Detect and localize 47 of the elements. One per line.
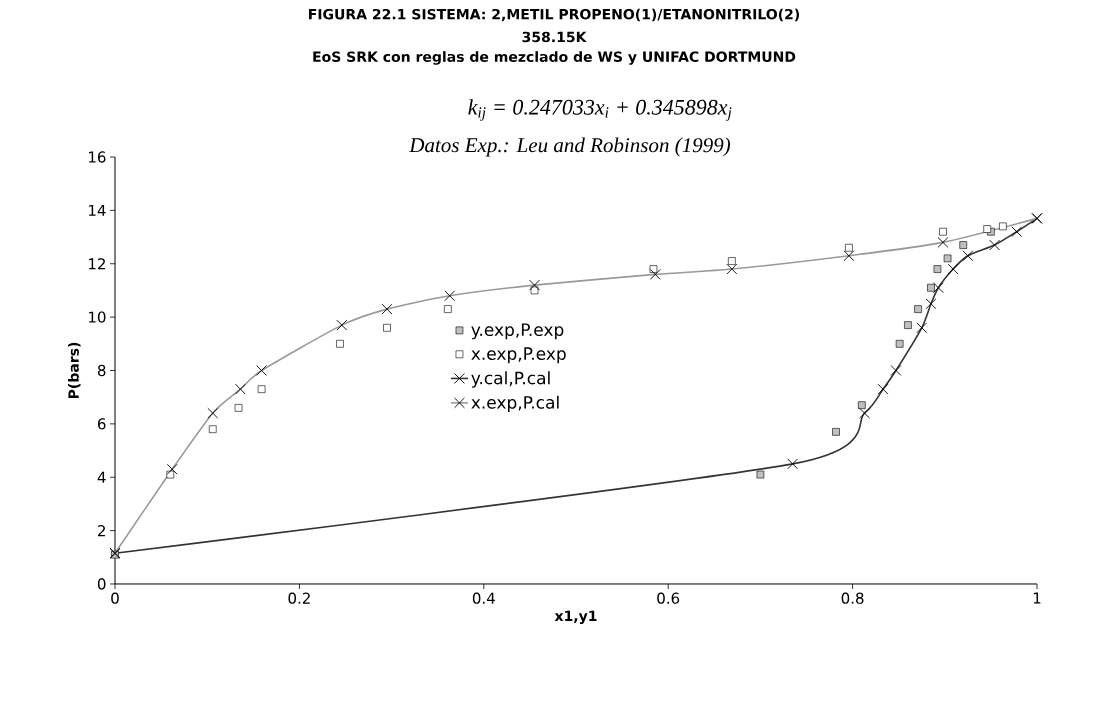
- legend-label: y.exp,P.exp: [471, 323, 564, 340]
- y-tick-label: 16: [89, 151, 106, 163]
- x-axis-title: x1,y1: [554, 610, 597, 624]
- x-tick-label: 0.4: [472, 592, 495, 604]
- x-tick-label: 1: [1033, 592, 1041, 604]
- point: [444, 305, 452, 313]
- point: [257, 385, 266, 393]
- point: [336, 340, 344, 348]
- point: [939, 227, 947, 236]
- y-tick-label: 0: [97, 578, 106, 590]
- y-tick-label: 6: [97, 418, 106, 430]
- x-tick-label: 0.8: [841, 592, 864, 604]
- point: [845, 243, 853, 252]
- point: [999, 222, 1007, 231]
- y-tick-label: 8: [97, 364, 106, 377]
- text: k$_{ij}$ = 0.247033x$_{i}$ + 0.345898x$_{j}$: [468, 99, 732, 121]
- chart-subtitle: 358.15K: [522, 31, 587, 43]
- y-tick-label: 4: [97, 471, 106, 483]
- point: [858, 401, 866, 409]
- x-tick-label: 0.6: [657, 592, 680, 604]
- point: [927, 283, 935, 292]
- y-tick-label: 10: [89, 311, 106, 323]
- point: [933, 265, 942, 273]
- legend-label: x.exp,P.cal: [471, 395, 559, 413]
- text: EoS SRK con reglas de mezclado de WS y UNIFAC DORTMUND: [313, 51, 796, 65]
- point: [234, 404, 243, 412]
- point: [208, 425, 217, 433]
- point: [832, 428, 840, 436]
- point: [983, 225, 992, 233]
- point: [904, 321, 912, 329]
- point: [895, 340, 904, 348]
- y-tick-label: 12: [89, 258, 105, 270]
- legend-label: y.cal,P.cal: [471, 371, 550, 388]
- point: [943, 254, 952, 263]
- legend-label: x.exp,P.exp: [471, 347, 566, 364]
- y-tick-label: 14: [89, 204, 106, 216]
- chart-title: FIGURA 22.1 SISTEMA: 2,METIL PROPENO(1)/ETANONITRILO(2): [309, 8, 800, 22]
- point: [914, 305, 922, 313]
- y-axis-title: P(bars): [68, 342, 81, 399]
- text: Datos Exp.: Leu and Robinson (1999): [409, 137, 731, 157]
- point: [959, 241, 968, 249]
- point: [756, 470, 765, 479]
- x-tick-label: 0: [111, 592, 119, 604]
- x-tick-label: 0.2: [288, 592, 310, 604]
- point: [728, 257, 736, 265]
- y-tick-label: 2: [98, 525, 105, 537]
- point: [383, 323, 391, 332]
